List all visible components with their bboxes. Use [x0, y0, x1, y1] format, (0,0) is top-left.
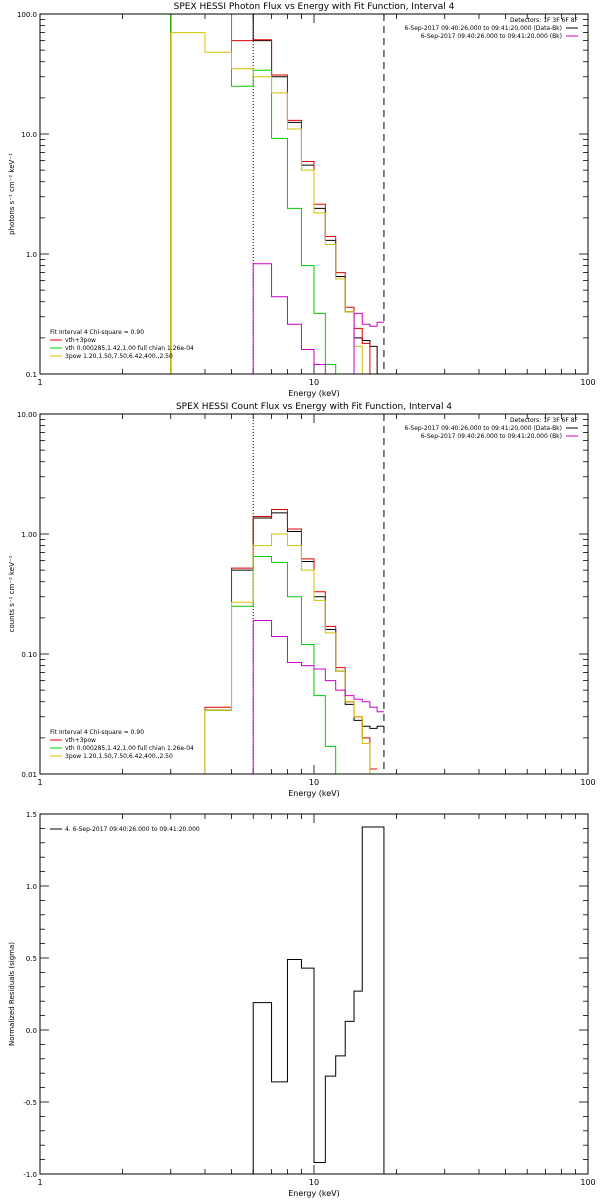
plot-frame	[39, 13, 589, 375]
series-vth-3pow	[170, 14, 378, 374]
y-tick-label: 1.00	[21, 531, 37, 539]
y-tick-label: -0.5	[23, 1099, 37, 1107]
x-tick-label: 1	[37, 778, 42, 787]
x-tick-label: 1	[37, 378, 42, 387]
x-tick-label: 10	[309, 378, 319, 387]
chart-title: SPEX HESSI Count Flux vs Energy with Fit…	[176, 402, 452, 412]
info-line: Detectors: 1F 3F 6F 8F	[510, 417, 579, 424]
info-line: 6-Sep-2017 09:40:26.000 to 09:41:20.000 …	[421, 33, 562, 40]
info-line: Detectors: 1F 3F 6F 8F	[510, 17, 579, 24]
legend-title: Fit Interval 4 Chi-square = 0.90	[50, 729, 144, 736]
x-tick-label: 100	[580, 1178, 595, 1187]
y-tick-label: 10.0	[21, 131, 37, 139]
y-tick-label: 1.0	[26, 251, 37, 259]
legend-label: 3pow 1.20,1.50,7.50,6.42,400.,2.50	[65, 753, 173, 760]
x-axis-label: Energy (keV)	[288, 389, 340, 398]
legend-label: vth 0.000285,1.42,1.00 full chian 1.26e-…	[65, 345, 194, 352]
legend-label: vth+3pow	[65, 337, 96, 344]
y-tick-label: 0.0	[26, 1027, 37, 1035]
y-tick-label: 0.1	[26, 371, 37, 379]
y-tick-label: 10.00	[17, 411, 37, 419]
x-tick-label: 10	[309, 778, 319, 787]
legend-label: vth 0.000285,1.42,1.00 full chian 1.26e-…	[65, 745, 194, 752]
series-vth	[204, 555, 346, 774]
series-bk	[252, 263, 384, 374]
y-tick-label: 0.5	[26, 955, 37, 963]
info-line: 6-Sep-2017 09:40:26.000 to 09:41:20.000 …	[421, 433, 562, 440]
plot-frame	[39, 413, 589, 775]
panel-3: 1 10 100 -1.0 -0.5 0.0 0.5 1.0 1.5 Energy (keV) No…	[8, 811, 596, 1198]
series-group	[252, 826, 385, 1174]
y-tick-label: 100.0	[17, 11, 37, 19]
y-tick-label: 1.5	[26, 811, 37, 819]
x-tick-label: 10	[309, 1178, 319, 1187]
y-tick-label: 0.10	[21, 651, 37, 659]
x-tick-label: 100	[580, 778, 595, 787]
legend-label: 3pow 1.20,1.50,7.50,6.42,400.,2.50	[65, 353, 173, 360]
series-data-bk	[170, 14, 384, 374]
info-line: 6-Sep-2017 09:40:26.000 to 09:41:20.000 …	[404, 425, 562, 432]
plot-frame	[39, 813, 589, 1175]
series-4-6-sep-2017-09-40-26-000-to-09-41-20-000	[252, 826, 385, 1174]
legend-title: Fit Interval 4 Chi-square = 0.90	[50, 329, 144, 336]
legend-label: vth+3pow	[65, 737, 96, 744]
y-tick-label: -1.0	[23, 1171, 37, 1179]
chart-title: SPEX HESSI Photon Flux vs Energy with Fi…	[174, 2, 455, 12]
y-axis-label: Normalized Residuals (sigma)	[8, 942, 16, 1046]
series-group	[204, 509, 384, 774]
series-vth	[170, 14, 346, 374]
y-tick-label: 0.01	[21, 771, 37, 779]
y-tick-label: 1.0	[26, 883, 37, 891]
series-bk	[252, 620, 384, 774]
panel-1: SPEX HESSI Photon Flux vs Energy with Fi…	[8, 2, 596, 398]
info-line: 6-Sep-2017 09:40:26.000 to 09:41:20.000 …	[404, 25, 562, 32]
y-axis-label: counts s⁻¹ cm⁻² keV⁻¹	[8, 555, 16, 632]
series-3pow	[204, 533, 378, 774]
series-vth-3pow	[204, 509, 378, 774]
panel-2: SPEX HESSI Count Flux vs Energy with Fit…	[8, 402, 596, 798]
series-group	[170, 14, 384, 374]
x-tick-label: 1	[37, 1178, 42, 1187]
legend-label: 4. 6-Sep-2017 09:40:26.000 to 09:41:20.0…	[65, 826, 200, 833]
y-axis-label: photons s⁻¹ cm⁻² keV⁻¹	[8, 153, 16, 235]
x-axis-label: Energy (keV)	[288, 789, 340, 798]
series-3pow	[170, 32, 370, 374]
x-axis-label: Energy (keV)	[288, 1189, 340, 1198]
x-tick-label: 100	[580, 378, 595, 387]
